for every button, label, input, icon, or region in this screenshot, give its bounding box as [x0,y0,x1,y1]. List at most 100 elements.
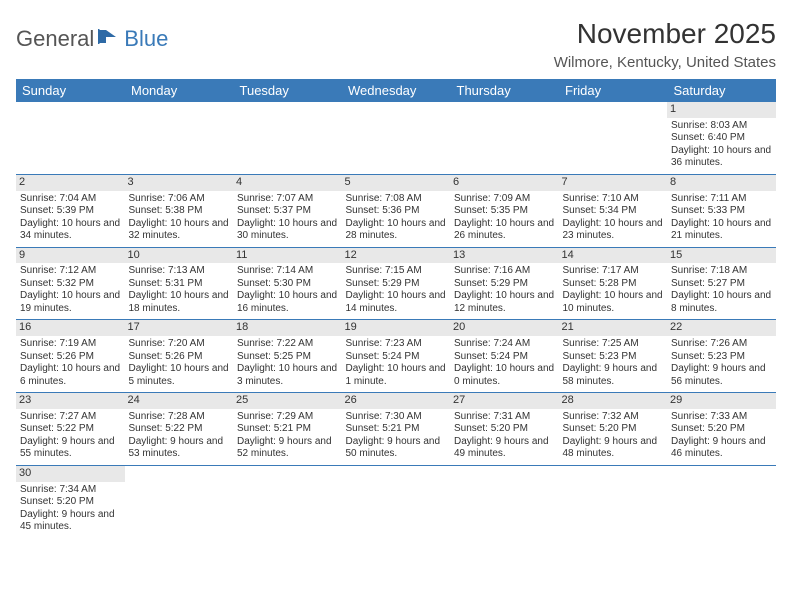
calendar-cell: 12Sunrise: 7:15 AMSunset: 5:29 PMDayligh… [342,247,451,320]
day-header: Monday [125,79,234,102]
day-number: 26 [342,393,451,409]
day-number: 18 [233,320,342,336]
calendar-cell [125,465,234,537]
day-header: Saturday [667,79,776,102]
sunset-line: Sunset: 5:32 PM [20,278,121,291]
day-number: 11 [233,248,342,264]
sunrise-line: Sunrise: 7:12 AM [20,265,121,278]
calendar-cell [233,465,342,537]
sunrise-line: Sunrise: 7:15 AM [346,265,447,278]
calendar-row: 9Sunrise: 7:12 AMSunset: 5:32 PMDaylight… [16,247,776,320]
sunset-line: Sunset: 5:23 PM [563,351,664,364]
sunset-line: Sunset: 5:26 PM [20,351,121,364]
location: Wilmore, Kentucky, United States [554,54,776,71]
calendar-cell: 16Sunrise: 7:19 AMSunset: 5:26 PMDayligh… [16,320,125,393]
daylight-line: Daylight: 10 hours and 10 minutes. [563,290,664,315]
day-number: 28 [559,393,668,409]
day-header: Friday [559,79,668,102]
sunset-line: Sunset: 5:38 PM [129,205,230,218]
calendar-cell [342,102,451,174]
calendar-cell: 24Sunrise: 7:28 AMSunset: 5:22 PMDayligh… [125,393,234,466]
day-number: 2 [16,175,125,191]
sunrise-line: Sunrise: 7:13 AM [129,265,230,278]
calendar-cell: 25Sunrise: 7:29 AMSunset: 5:21 PMDayligh… [233,393,342,466]
sunrise-line: Sunrise: 7:23 AM [346,338,447,351]
sunrise-line: Sunrise: 8:03 AM [671,120,772,133]
calendar-cell: 13Sunrise: 7:16 AMSunset: 5:29 PMDayligh… [450,247,559,320]
sunrise-line: Sunrise: 7:34 AM [20,484,121,497]
calendar-cell: 23Sunrise: 7:27 AMSunset: 5:22 PMDayligh… [16,393,125,466]
sunrise-line: Sunrise: 7:19 AM [20,338,121,351]
daylight-line: Daylight: 10 hours and 23 minutes. [563,218,664,243]
sunrise-line: Sunrise: 7:31 AM [454,411,555,424]
daylight-line: Daylight: 10 hours and 18 minutes. [129,290,230,315]
daylight-line: Daylight: 10 hours and 32 minutes. [129,218,230,243]
sunset-line: Sunset: 5:20 PM [454,423,555,436]
calendar-row: 16 Sunrise: 7:19 AMSunset: 5:26 PM Dayligh… [16,320,776,393]
daylight-line: Daylight: 9 hours and 50 minutes. [346,436,447,461]
calendar-cell: 6Sunrise: 7:09 AMSunset: 5:35 PMDaylight… [450,174,559,247]
calendar-cell: 10Sunrise: 7:13 AMSunset: 5:31 PMDayligh… [125,247,234,320]
title-block: November 2025 Wilmore, Kentucky, United … [554,18,776,71]
sunset-line: Sunset: 5:29 PM [454,278,555,291]
sunrise-line: Sunrise: 7:28 AM [129,411,230,424]
logo-text-2: Blue [124,26,168,52]
calendar-cell: 11Sunrise: 7:14 AMSunset: 5:30 PMDayligh… [233,247,342,320]
sunrise-line: Sunrise: 7:08 AM [346,193,447,206]
sunset-line: Sunset: 6:40 PM [671,132,772,145]
sunrise-line: Sunrise: 7:32 AM [563,411,664,424]
day-number: 4 [233,175,342,191]
sunset-line: Sunset: 5:39 PM [20,205,121,218]
daylight-line: Daylight: 10 hours and 5 minutes. [129,363,230,388]
day-number: 16 [16,320,125,336]
daylight-line: Daylight: 10 hours and 30 minutes. [237,218,338,243]
day-number: 22 [667,320,776,336]
daylight-line: Daylight: 10 hours and 21 minutes. [671,218,772,243]
day-number: 12 [342,248,451,264]
day-number: 1 [667,102,776,118]
daylight-line: Daylight: 10 hours and 26 minutes. [454,218,555,243]
daylight-line: Daylight: 10 hours and 16 minutes. [237,290,338,315]
sunrise-line: Sunrise: 7:29 AM [237,411,338,424]
day-number: 15 [667,248,776,264]
daylight-line: Daylight: 9 hours and 49 minutes. [454,436,555,461]
day-number: 27 [450,393,559,409]
sunrise-line: Sunrise: 7:16 AM [454,265,555,278]
calendar-row: 2Sunrise: 7:04 AMSunset: 5:39 PMDaylight… [16,174,776,247]
sunrise-line: Sunrise: 7:30 AM [346,411,447,424]
daylight-line: Daylight: 10 hours and 36 minutes. [671,145,772,170]
daylight-line: Daylight: 9 hours and 46 minutes. [671,436,772,461]
sunrise-line: Sunrise: 7:07 AM [237,193,338,206]
calendar-cell [450,102,559,174]
sunset-line: Sunset: 5:36 PM [346,205,447,218]
day-number: 24 [125,393,234,409]
day-header: Sunday [16,79,125,102]
sunset-line: Sunset: 5:23 PM [671,351,772,364]
day-number: 13 [450,248,559,264]
sunrise-line: Sunrise: 7:11 AM [671,193,772,206]
day-number: 3 [125,175,234,191]
sunset-line: Sunset: 5:27 PM [671,278,772,291]
sunrise-line: Sunrise: 7:24 AM [454,338,555,351]
calendar-cell: 9Sunrise: 7:12 AMSunset: 5:32 PMDaylight… [16,247,125,320]
sunrise-line: Sunrise: 7:26 AM [671,338,772,351]
logo-text-1: General [16,26,94,52]
calendar-cell: 17Sunrise: 7:20 AMSunset: 5:26 PMDayligh… [125,320,234,393]
calendar-cell [342,465,451,537]
sunset-line: Sunset: 5:37 PM [237,205,338,218]
calendar-cell: 5Sunrise: 7:08 AMSunset: 5:36 PMDaylight… [342,174,451,247]
daylight-line: Daylight: 10 hours and 28 minutes. [346,218,447,243]
sunset-line: Sunset: 5:29 PM [346,278,447,291]
sunrise-line: Sunrise: 7:10 AM [563,193,664,206]
calendar-cell: 2Sunrise: 7:04 AMSunset: 5:39 PMDaylight… [16,174,125,247]
daylight-line: Daylight: 10 hours and 34 minutes. [20,218,121,243]
day-number: 14 [559,248,668,264]
daylight-line: Daylight: 9 hours and 56 minutes. [671,363,772,388]
calendar-cell [16,102,125,174]
day-number: 10 [125,248,234,264]
sunset-line: Sunset: 5:24 PM [454,351,555,364]
calendar-cell: 20Sunrise: 7:24 AMSunset: 5:24 PMDayligh… [450,320,559,393]
sunset-line: Sunset: 5:31 PM [129,278,230,291]
sunset-line: Sunset: 5:24 PM [346,351,447,364]
daylight-line: Daylight: 10 hours and 0 minutes. [454,363,555,388]
